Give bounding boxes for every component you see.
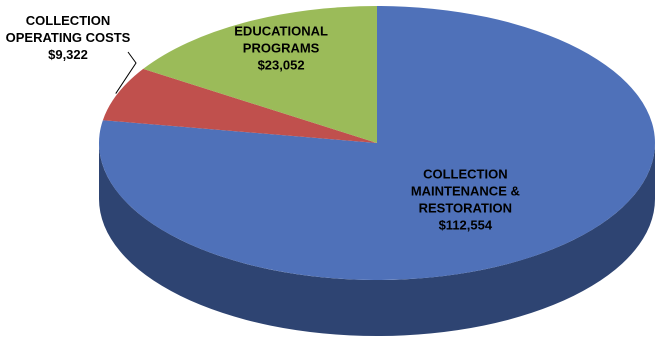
- slice-label-line: RESTORATION: [419, 201, 512, 216]
- slice-label-line: $112,554: [439, 218, 493, 233]
- slice-label-collection-operating-costs: COLLECTION OPERATING COSTS $9,322: [6, 13, 131, 62]
- pie-top-group: [99, 6, 655, 280]
- slice-label-line: $23,052: [258, 57, 305, 72]
- slice-label-line: OPERATING COSTS: [6, 30, 131, 45]
- slice-label-line: COLLECTION: [26, 13, 111, 28]
- slice-label-line: PROGRAMS: [243, 40, 320, 55]
- slice-label-line: COLLECTION: [423, 167, 508, 182]
- slice-label-line: $9,322: [48, 47, 88, 62]
- slice-label-line: EDUCATIONAL: [234, 23, 328, 38]
- slice-label-line: MAINTENANCE &: [411, 184, 520, 199]
